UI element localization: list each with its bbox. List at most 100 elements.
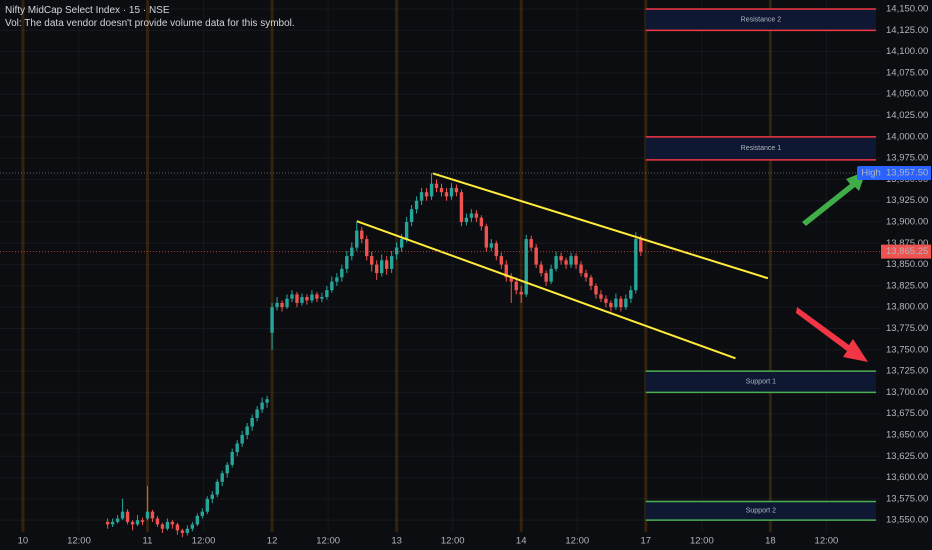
candle-body xyxy=(459,192,464,223)
candle-body xyxy=(504,264,508,278)
lines-layer xyxy=(0,172,880,360)
high-tag-bg xyxy=(857,166,885,181)
candle-body xyxy=(634,239,638,291)
candle-body xyxy=(454,187,459,193)
candle-body xyxy=(399,239,404,248)
candle-body xyxy=(375,264,379,274)
candle-body xyxy=(449,187,454,197)
y-tick-label: 13,675.00 xyxy=(886,408,928,419)
candle-body xyxy=(589,277,593,286)
last-price: 13,865.25 xyxy=(886,246,928,257)
candle-body xyxy=(205,498,209,512)
zone xyxy=(645,501,877,521)
candle-body xyxy=(130,521,135,525)
candle-body xyxy=(335,277,339,282)
candle-body xyxy=(150,511,155,519)
candle-body xyxy=(599,294,603,299)
candle-body xyxy=(160,524,165,529)
candle-body xyxy=(519,291,523,295)
y-tick-label: 14,000.00 xyxy=(886,131,928,142)
candle-body xyxy=(370,256,374,265)
candle-body xyxy=(145,511,150,519)
candle-body xyxy=(215,481,219,495)
candle-body xyxy=(569,256,573,265)
candle-body xyxy=(365,239,369,257)
candle-body xyxy=(564,260,568,265)
candle-body xyxy=(290,294,294,299)
up-arrow xyxy=(802,171,866,226)
trendline xyxy=(432,172,769,280)
candle-body xyxy=(554,256,558,269)
high-price-bg xyxy=(881,166,931,181)
x-tick-label: 12:00 xyxy=(565,536,589,547)
candle-body xyxy=(185,528,190,533)
candle-body xyxy=(389,256,394,269)
zone xyxy=(645,136,877,160)
candle-body xyxy=(624,298,628,308)
candle-body xyxy=(190,524,195,529)
candle-body xyxy=(210,494,214,499)
y-tick-label: 14,125.00 xyxy=(886,25,928,36)
candle-body xyxy=(584,273,588,278)
candle-body xyxy=(614,298,618,308)
candle-body xyxy=(255,409,259,418)
candle-body xyxy=(195,515,200,525)
y-tick-label: 13,800.00 xyxy=(886,302,928,313)
candle-body xyxy=(320,296,324,299)
candle-body xyxy=(619,298,623,308)
candle-body xyxy=(479,217,484,227)
y-tick-label: 13,600.00 xyxy=(886,472,928,483)
x-tick-label: 12:00 xyxy=(441,536,465,547)
candle-body xyxy=(574,256,578,265)
candle-body xyxy=(509,277,513,282)
candle-body xyxy=(245,426,249,435)
candle-body xyxy=(474,213,479,218)
candle-body xyxy=(499,256,503,265)
candle-body xyxy=(469,213,474,218)
chart-subtitle: Vol: The data vendor doesn't provide vol… xyxy=(5,18,295,29)
high-tag: High xyxy=(861,168,881,179)
candle-body xyxy=(424,192,429,197)
candle-body xyxy=(544,273,548,282)
y-tick-label: 13,575.00 xyxy=(886,493,928,504)
candle-body xyxy=(404,222,409,240)
candle-body xyxy=(464,217,469,223)
candle-body xyxy=(115,518,120,522)
zone xyxy=(645,371,877,393)
y-tick-label: 13,725.00 xyxy=(886,366,928,377)
candle-body xyxy=(315,294,319,299)
x-tick-label: 12:00 xyxy=(690,536,714,547)
candle-body xyxy=(484,226,489,248)
y-tick-label: 13,850.00 xyxy=(886,259,928,270)
candle-body xyxy=(270,307,274,333)
candle-body xyxy=(165,521,170,529)
y-tick-label: 13,925.00 xyxy=(886,195,928,206)
candle-body xyxy=(394,247,399,255)
candle-body xyxy=(170,521,175,525)
candle-body xyxy=(250,417,254,427)
candle-body xyxy=(340,268,344,278)
y-tick-label: 13,875.00 xyxy=(886,238,928,249)
candle-body xyxy=(444,192,449,197)
candle-body xyxy=(280,302,284,308)
candle-body xyxy=(275,302,279,308)
chart-title: Nifty MidCap Select Index · 15 · NSE xyxy=(5,5,170,16)
y-tick-label: 14,050.00 xyxy=(886,89,928,100)
candle-body xyxy=(439,187,444,193)
candle-body xyxy=(200,511,205,516)
y-tick-label: 13,650.00 xyxy=(886,430,928,441)
candles-layer xyxy=(105,173,643,538)
x-tick-label: 17 xyxy=(641,536,652,547)
candle-body xyxy=(429,183,434,197)
x-tick-label: 12:00 xyxy=(192,536,216,547)
zones-layer: Resistance 2 Resistance 1 Support 1 Support… xyxy=(645,8,877,521)
candle-body xyxy=(175,524,180,531)
candle-body xyxy=(379,260,384,274)
candle-body xyxy=(419,192,424,201)
x-tick-label: 13 xyxy=(391,536,402,547)
zone-label: Support 1 xyxy=(746,379,776,386)
candle-body xyxy=(225,464,229,474)
